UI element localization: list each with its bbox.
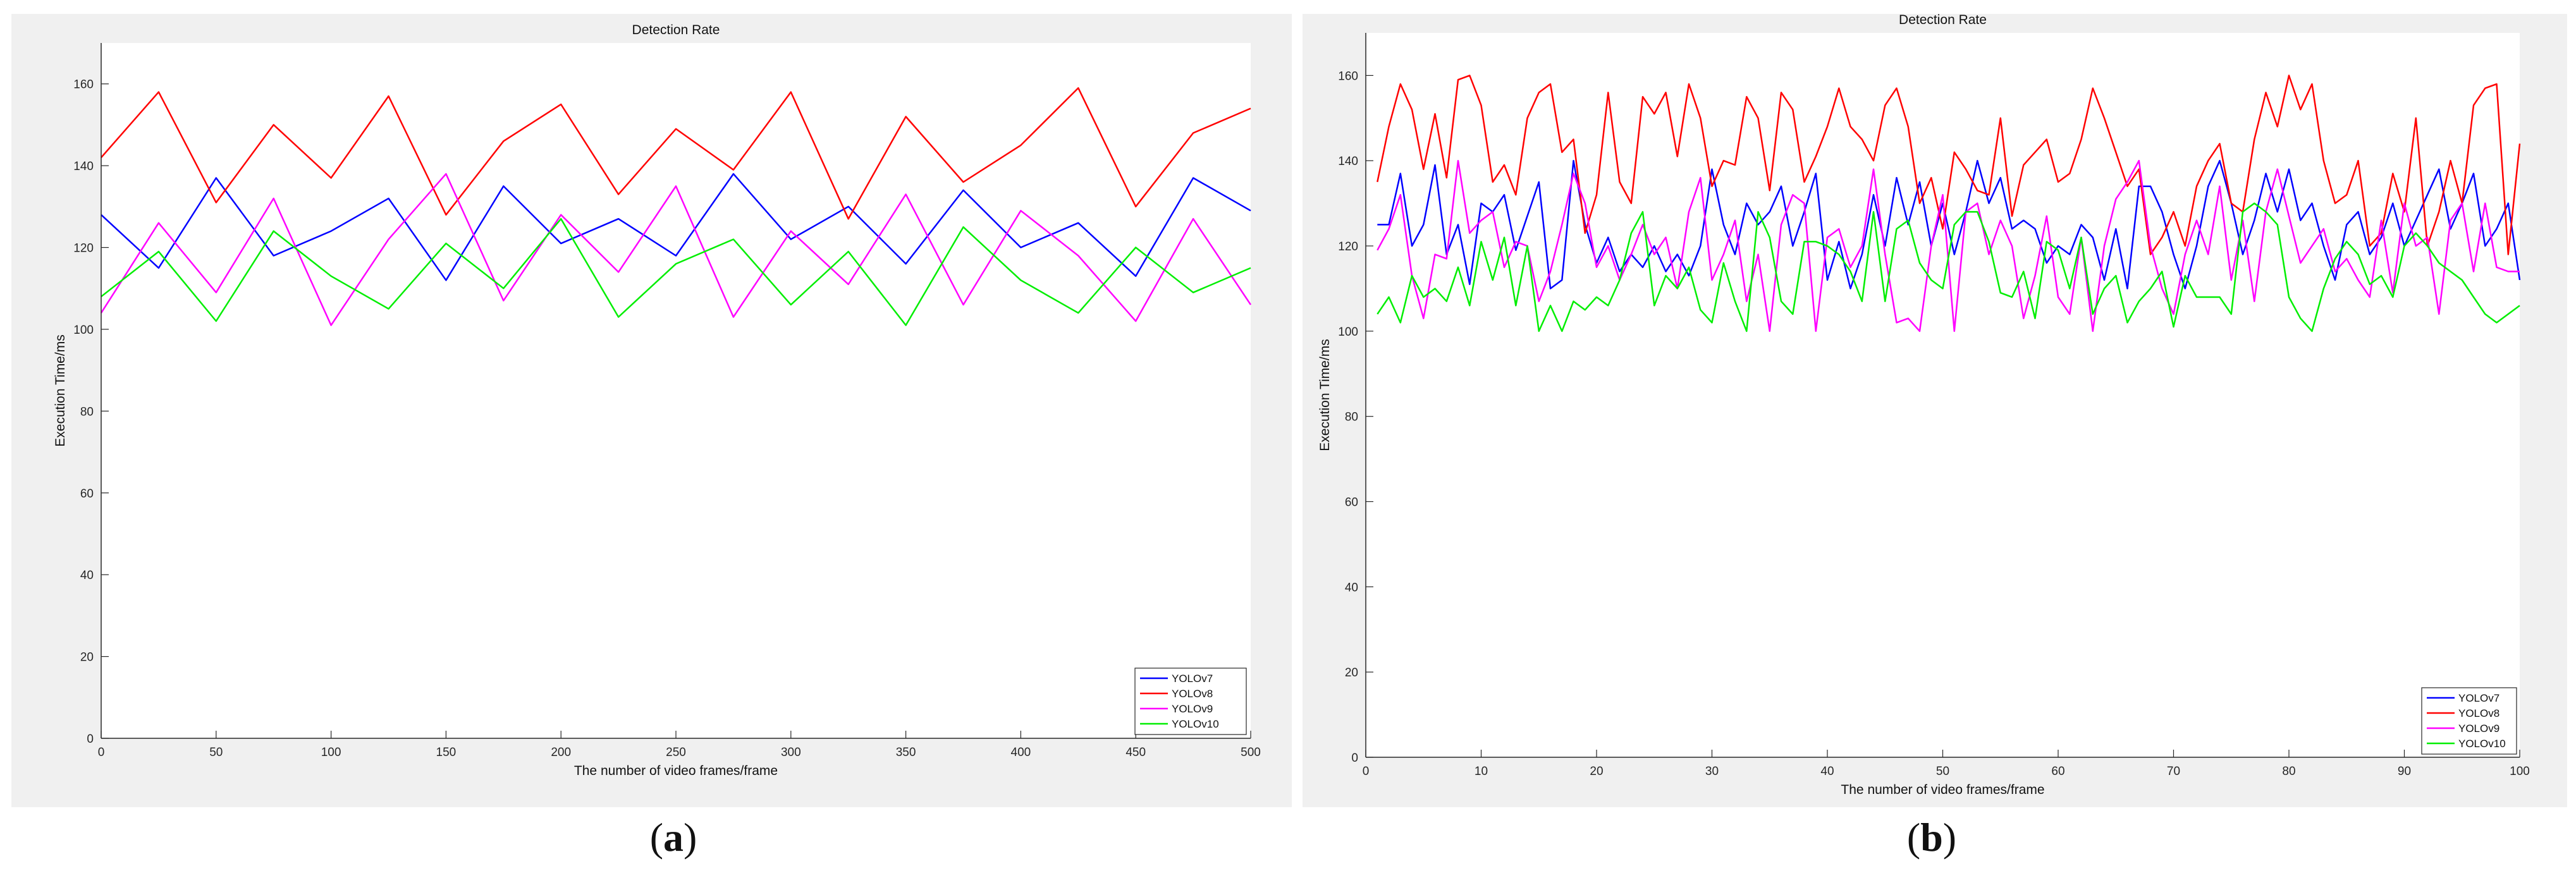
y-tick-label: 160 <box>73 78 94 92</box>
x-tick-label: 100 <box>2510 765 2530 778</box>
y-tick-label: 60 <box>1345 496 1358 509</box>
x-tick-label: 400 <box>1011 746 1031 759</box>
legend-label-yolov10: YOLOv10 <box>2458 738 2506 750</box>
series-line-yolov9 <box>100 173 1252 326</box>
legend-label-yolov7: YOLOv7 <box>2458 692 2499 704</box>
chart-title: Detection Rate <box>632 23 720 37</box>
x-tick-label: 0 <box>98 746 105 759</box>
series-line-yolov7 <box>1377 159 2521 290</box>
x-tick-label: 200 <box>551 746 571 759</box>
x-tick-label: 500 <box>1241 746 1261 759</box>
y-tick-label: 0 <box>87 733 94 746</box>
y-tick-label: 140 <box>1338 155 1358 168</box>
x-tick-label: 50 <box>1936 765 1949 778</box>
x-tick-label: 30 <box>1705 765 1719 778</box>
series-line-yolov7 <box>101 173 1251 281</box>
chart-b: 0 10 20 30 40 50 60 70 80 90 100 0 20 40 60 80 100 120 140… <box>1318 13 2530 797</box>
y-tick-label: 120 <box>1338 240 1358 253</box>
plot-area <box>101 43 1251 738</box>
x-tick-label: 20 <box>1590 765 1603 778</box>
plot-area <box>1366 33 2520 757</box>
y-tick-label: 20 <box>1345 666 1358 680</box>
x-tick-label: 250 <box>666 746 686 759</box>
series-line-yolov8 <box>101 87 1251 220</box>
x-tick-label: 450 <box>1125 746 1146 759</box>
y-tick-label: 100 <box>73 324 94 337</box>
legend-label-yolov9: YOLOv9 <box>1172 703 1213 715</box>
y-tick-label: 140 <box>73 160 94 173</box>
y-tick-label: 0 <box>1351 752 1358 765</box>
x-tick-label: 150 <box>436 746 457 759</box>
x-tick-label: 70 <box>2167 765 2180 778</box>
y-axis-label: Execution Time/ms <box>53 334 68 446</box>
series-line-yolov10 <box>1377 202 2520 332</box>
x-tick-label: 90 <box>2398 765 2411 778</box>
series-line-yolov10 <box>101 217 1251 326</box>
y-tick-label: 80 <box>1345 411 1358 424</box>
x-tick-label: 80 <box>2282 765 2295 778</box>
x-axis-label: The number of video frames/frame <box>1841 783 2044 797</box>
chart-title: Detection Rate <box>1899 13 1987 27</box>
x-tick-label: 0 <box>1363 765 1370 778</box>
x-tick-label: 40 <box>1820 765 1834 778</box>
y-tick-label: 100 <box>1338 326 1358 339</box>
y-axis-label: Execution Time/ms <box>1318 339 1332 451</box>
legend-label-yolov9: YOLOv9 <box>2458 723 2499 735</box>
y-tick-label: 80 <box>80 405 94 418</box>
y-tick-label: 20 <box>80 651 94 664</box>
y-tick-label: 40 <box>1345 581 1358 594</box>
series-line-yolov9 <box>1377 159 2520 332</box>
x-tick-label: 350 <box>896 746 916 759</box>
x-tick-label: 100 <box>321 746 341 759</box>
series-line-yolov8 <box>1377 75 2521 255</box>
legend-label-yolov8: YOLOv8 <box>1172 688 1213 700</box>
legend-label-yolov10: YOLOv10 <box>1172 718 1219 730</box>
caption-a: (a) <box>649 815 697 860</box>
y-tick-label: 160 <box>1338 70 1358 83</box>
y-tick-label: 60 <box>80 487 94 501</box>
x-tick-label: 50 <box>209 746 223 759</box>
y-tick-label: 120 <box>73 242 94 255</box>
caption-b: (b) <box>1906 815 1957 860</box>
x-tick-label: 300 <box>781 746 801 759</box>
legend: YOLOv7 YOLOv8 YOLOv9 YOLOv10 <box>2421 687 2517 755</box>
chart-a: 0 50 100 150 200 250 300 350 400 450 500 0 20 40 60 80 1… <box>53 23 1261 778</box>
x-axis-label: The number of video frames/frame <box>574 764 778 778</box>
legend-label-yolov8: YOLOv8 <box>2458 707 2499 719</box>
legend: YOLOv7 YOLOv8 YOLOv9 YOLOv10 <box>1134 668 1247 735</box>
x-tick-label: 10 <box>1475 765 1488 778</box>
x-tick-label: 60 <box>2051 765 2064 778</box>
y-tick-label: 40 <box>80 569 94 582</box>
legend-label-yolov7: YOLOv7 <box>1172 673 1213 685</box>
